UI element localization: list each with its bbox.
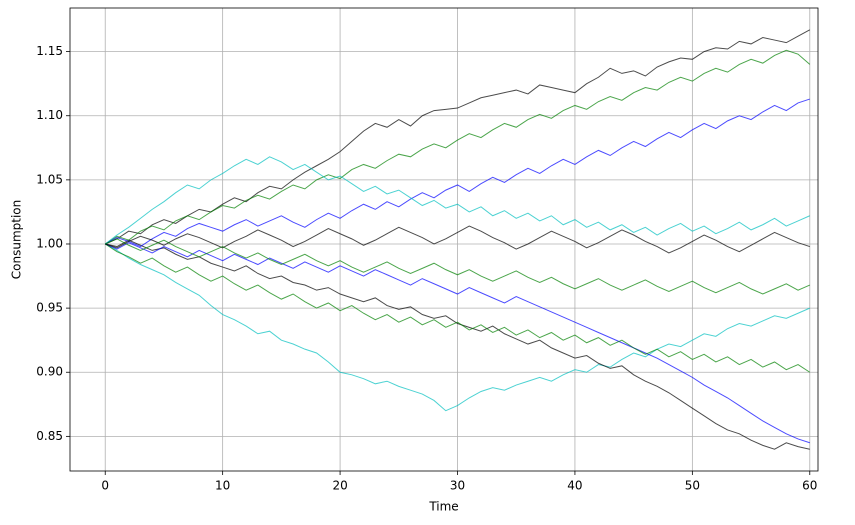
- y-tick-label: 0.95: [36, 301, 63, 315]
- series-line: [105, 29, 811, 245]
- y-tick-label: 0.90: [36, 365, 63, 379]
- series-line: [104, 243, 811, 373]
- x-tick-label: 30: [450, 479, 465, 493]
- x-tick-label: 50: [685, 479, 700, 493]
- x-tick-label: 60: [802, 479, 817, 493]
- y-tick-label: 1.15: [36, 44, 63, 58]
- ticks: 0 10 20 30 40 50 60 0.85 0.90 0.95 1.00 1.05 1.10 1.1…: [36, 44, 817, 492]
- x-axis-label: Time: [428, 500, 458, 514]
- y-tick-label: 1.05: [36, 172, 63, 186]
- series-line: [104, 156, 810, 245]
- x-tick-label: 20: [332, 479, 347, 493]
- series-line: [105, 239, 810, 450]
- series-line: [104, 49, 811, 245]
- x-tick-label: 10: [215, 479, 230, 493]
- y-axis-label: Consumption: [10, 200, 24, 279]
- y-tick-label: 0.85: [36, 429, 63, 443]
- x-tick-label: 0: [101, 479, 109, 493]
- series-line: [104, 243, 810, 412]
- y-tick-label: 1.10: [36, 108, 63, 122]
- x-tick-label: 40: [567, 479, 582, 493]
- plot-frame: [69, 7, 819, 472]
- series-line: [104, 98, 810, 248]
- series-line: [105, 242, 810, 444]
- plot-lines: [104, 29, 811, 450]
- series-line: [105, 238, 810, 295]
- grid: [70, 8, 818, 471]
- y-tick-label: 1.00: [36, 236, 63, 250]
- series-line: [105, 225, 810, 254]
